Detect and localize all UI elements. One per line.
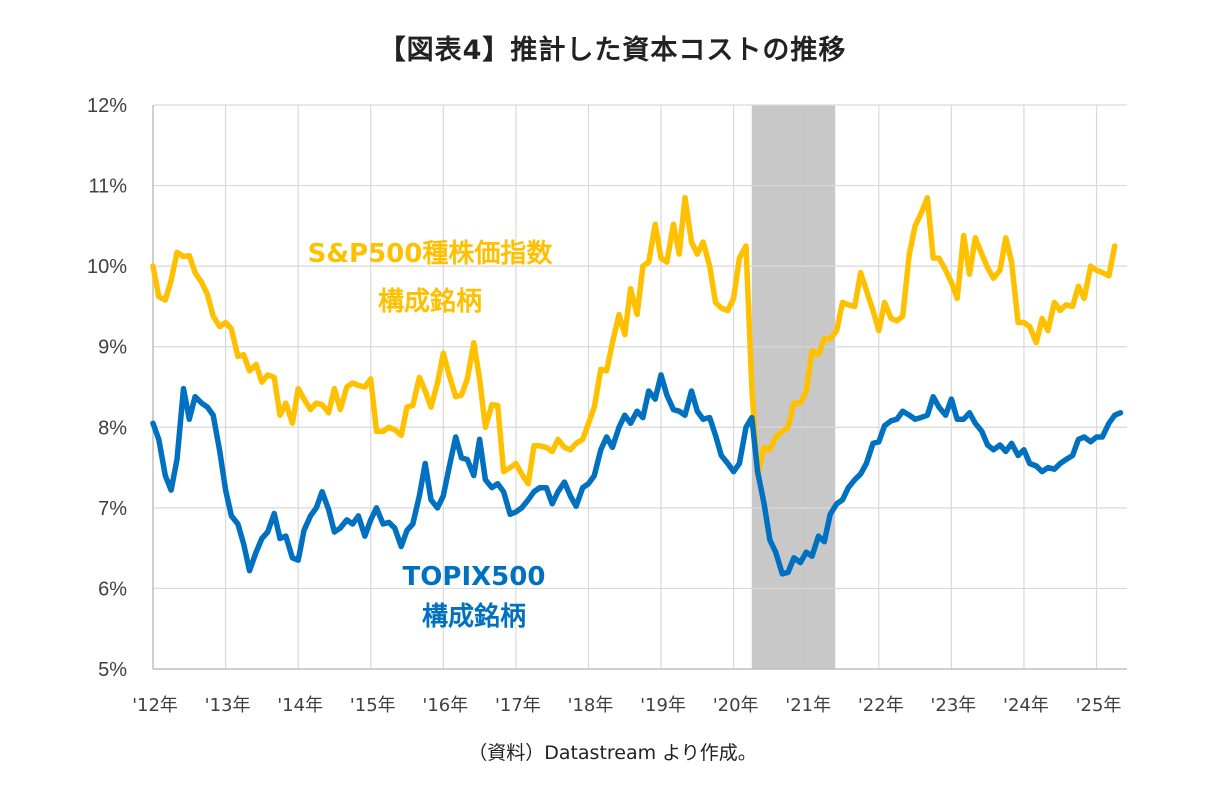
shaded-period	[751, 105, 836, 669]
x-tick-label: '20年	[713, 695, 759, 716]
y-tick-label: 5%	[98, 659, 127, 681]
series-line	[150, 372, 1124, 577]
y-tick-label: 7%	[98, 498, 127, 520]
x-tick-label: '14年	[277, 695, 323, 716]
x-tick-label: '25年	[1076, 695, 1122, 716]
y-tick-label: 11%	[88, 176, 127, 198]
x-tick-label: '24年	[1003, 695, 1049, 716]
series-label: S&P500種株価指数	[308, 239, 554, 269]
x-tick-label: '18年	[568, 695, 614, 716]
x-tick-label: '16年	[422, 695, 468, 716]
x-tick-label: '19年	[640, 695, 686, 716]
x-tick-label: '22年	[858, 695, 904, 716]
x-tick-label: '21年	[785, 695, 831, 716]
x-tick-label: '12年	[132, 695, 178, 716]
x-tick-label: '15年	[350, 695, 396, 716]
y-tick-label: 9%	[98, 337, 127, 359]
chart-title: 【図表4】推計した資本コストの推移	[378, 35, 847, 66]
y-tick-label: 6%	[98, 578, 127, 600]
series-label: 構成銘柄	[422, 601, 526, 632]
series-line	[150, 194, 1118, 487]
y-tick-label: 8%	[98, 417, 127, 439]
series-label: TOPIX500	[403, 562, 546, 592]
source-note: （資料）Datastream より作成。	[468, 742, 757, 764]
x-tick-label: '17年	[495, 695, 541, 716]
y-tick-label: 12%	[87, 95, 127, 117]
x-tick-label: '13年	[205, 695, 251, 716]
x-tick-label: '23年	[930, 695, 976, 716]
series-label: 構成銘柄	[378, 286, 482, 317]
y-tick-label: 10%	[87, 256, 127, 278]
